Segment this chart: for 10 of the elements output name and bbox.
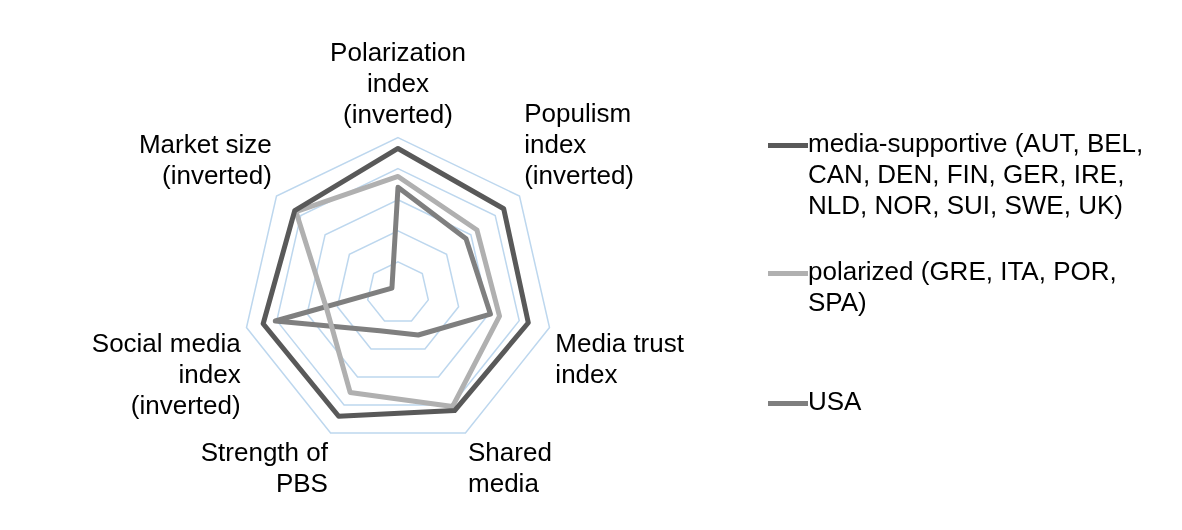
spoke-label: Polarization index (inverted)	[330, 36, 466, 130]
legend-label: media-supportive (AUT, BEL, CAN, DEN, FIN, GER, IRE, NLD, NOR, SUI, SWE, UK)	[808, 128, 1145, 221]
spoke-label: Strength of PBS	[200, 437, 329, 499]
spoke-label: Media trust index	[555, 327, 685, 389]
legend-label: polarized (GRE, ITA, POR, SPA)	[808, 256, 1118, 318]
spoke-label: Shared media	[468, 437, 552, 499]
spoke-label: Social media index (inverted)	[91, 327, 242, 421]
legend-label: USA	[808, 386, 863, 417]
spoke-label: Market size (inverted)	[138, 128, 272, 190]
spoke-label: Populism index (inverted)	[524, 97, 635, 190]
